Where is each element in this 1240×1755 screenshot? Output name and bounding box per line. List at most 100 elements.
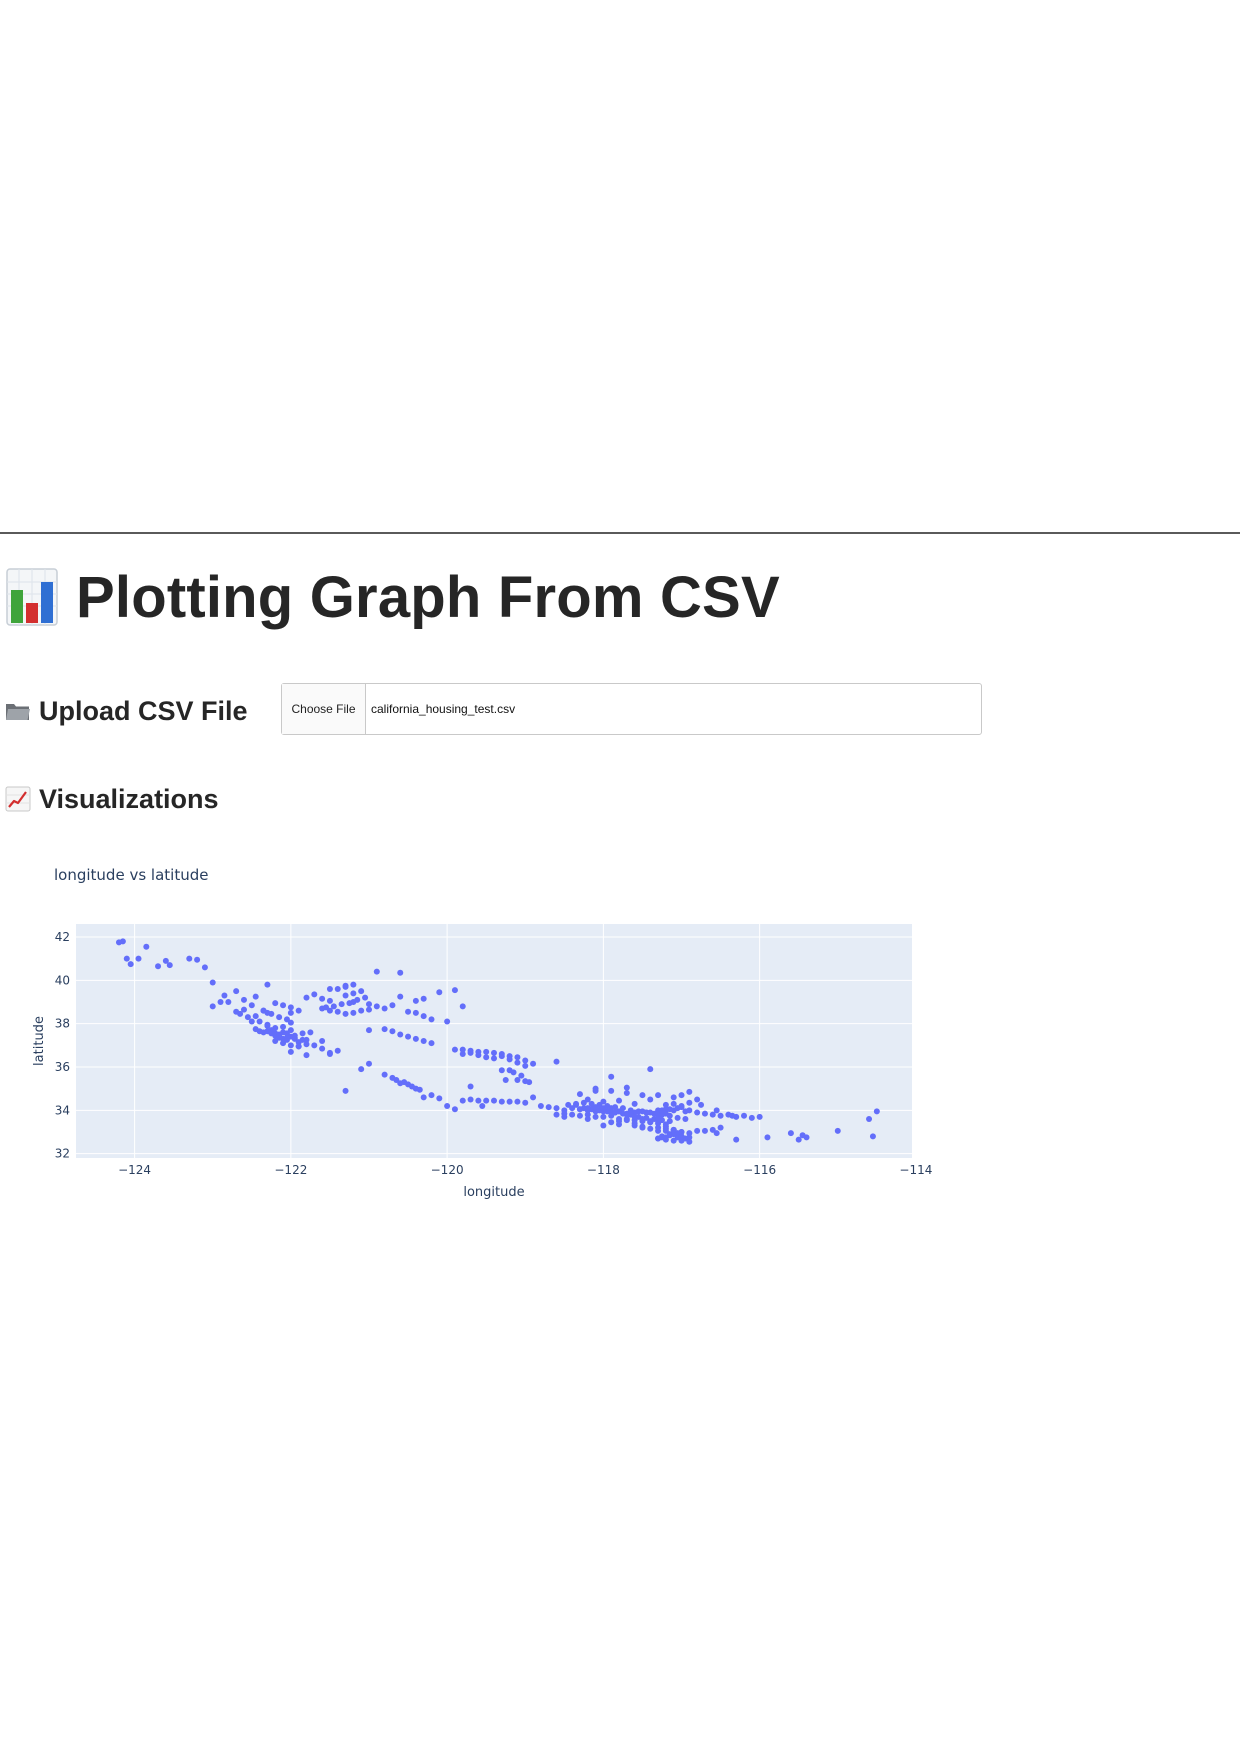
data-point[interactable] — [459, 1046, 466, 1053]
data-point[interactable] — [655, 1114, 662, 1121]
data-point[interactable] — [674, 1114, 681, 1121]
data-point[interactable] — [256, 1018, 263, 1025]
data-point[interactable] — [330, 1003, 337, 1010]
data-point[interactable] — [268, 1030, 275, 1037]
data-point[interactable] — [717, 1124, 724, 1131]
data-point[interactable] — [276, 1014, 283, 1021]
data-point[interactable] — [373, 1003, 380, 1010]
data-point[interactable] — [670, 1094, 677, 1101]
data-point[interactable] — [592, 1087, 599, 1094]
data-point[interactable] — [686, 1130, 693, 1137]
data-point[interactable] — [186, 955, 193, 962]
data-point[interactable] — [209, 1003, 216, 1010]
data-point[interactable] — [338, 1001, 345, 1008]
data-point[interactable] — [670, 1131, 677, 1138]
data-point[interactable] — [311, 991, 318, 998]
data-point[interactable] — [365, 1006, 372, 1013]
data-point[interactable] — [264, 1021, 271, 1028]
data-point[interactable] — [459, 1097, 466, 1104]
data-point[interactable] — [584, 1106, 591, 1113]
choose-file-button[interactable]: Choose File — [282, 684, 366, 734]
data-point[interactable] — [522, 1057, 529, 1064]
data-point[interactable] — [709, 1111, 716, 1118]
data-point[interactable] — [225, 999, 232, 1005]
data-point[interactable] — [584, 1111, 591, 1118]
data-point[interactable] — [397, 1031, 404, 1038]
data-point[interactable] — [287, 1027, 294, 1034]
data-point[interactable] — [307, 1029, 314, 1036]
data-point[interactable] — [358, 1066, 365, 1073]
data-point[interactable] — [647, 1096, 654, 1103]
data-point[interactable] — [365, 1060, 372, 1067]
data-point[interactable] — [631, 1120, 638, 1127]
data-point[interactable] — [381, 1071, 388, 1078]
data-point[interactable] — [576, 1091, 583, 1098]
data-point[interactable] — [600, 1098, 607, 1105]
data-point[interactable] — [498, 1053, 505, 1060]
data-point[interactable] — [502, 1077, 509, 1083]
data-point[interactable] — [666, 1112, 673, 1119]
data-point[interactable] — [311, 1042, 318, 1049]
data-point[interactable] — [459, 1003, 466, 1010]
data-point[interactable] — [498, 1067, 505, 1074]
data-point[interactable] — [639, 1116, 646, 1122]
data-point[interactable] — [647, 1118, 654, 1125]
data-point[interactable] — [674, 1105, 681, 1112]
data-point[interactable] — [323, 1004, 330, 1011]
data-point[interactable] — [326, 997, 333, 1004]
data-point[interactable] — [444, 1018, 451, 1025]
data-point[interactable] — [295, 1043, 302, 1050]
data-point[interactable] — [303, 1036, 310, 1043]
data-point[interactable] — [651, 1110, 658, 1117]
data-point[interactable] — [405, 1008, 412, 1015]
data-point[interactable] — [662, 1134, 669, 1141]
data-point[interactable] — [553, 1111, 560, 1118]
data-point[interactable] — [248, 1018, 255, 1025]
data-point[interactable] — [162, 957, 169, 964]
data-point[interactable] — [123, 955, 130, 962]
data-point[interactable] — [334, 986, 341, 992]
data-point[interactable] — [467, 1096, 474, 1103]
data-point[interactable] — [326, 1049, 333, 1056]
data-point[interactable] — [729, 1112, 736, 1119]
data-point[interactable] — [686, 1134, 693, 1141]
data-point[interactable] — [678, 1092, 685, 1099]
data-point[interactable] — [866, 1116, 873, 1122]
data-point[interactable] — [506, 1098, 513, 1105]
data-point[interactable] — [678, 1129, 685, 1135]
data-point[interactable] — [143, 943, 150, 950]
data-point[interactable] — [221, 992, 228, 999]
data-point[interactable] — [670, 1137, 677, 1144]
data-point[interactable] — [698, 1101, 705, 1108]
data-point[interactable] — [412, 997, 419, 1004]
data-point[interactable] — [248, 1002, 255, 1009]
data-point[interactable] — [623, 1117, 630, 1124]
data-point[interactable] — [686, 1138, 693, 1145]
data-point[interactable] — [686, 1099, 693, 1106]
data-point[interactable] — [608, 1073, 615, 1080]
data-point[interactable] — [678, 1133, 685, 1140]
data-point[interactable] — [287, 1042, 294, 1049]
data-point[interactable] — [287, 1019, 294, 1026]
data-point[interactable] — [491, 1055, 497, 1062]
data-point[interactable] — [436, 1095, 443, 1102]
data-point[interactable] — [405, 1033, 412, 1040]
data-point[interactable] — [764, 1134, 771, 1141]
data-point[interactable] — [260, 1007, 267, 1014]
data-point[interactable] — [451, 1046, 458, 1053]
data-point[interactable] — [365, 1027, 372, 1034]
data-point[interactable] — [612, 1104, 619, 1111]
data-point[interactable] — [655, 1127, 662, 1134]
data-point[interactable] — [475, 1097, 482, 1104]
data-point[interactable] — [514, 1054, 521, 1061]
data-point[interactable] — [694, 1096, 701, 1103]
data-point[interactable] — [135, 955, 142, 962]
data-point[interactable] — [647, 1125, 654, 1132]
data-point[interactable] — [662, 1125, 669, 1132]
data-point[interactable] — [350, 1009, 357, 1016]
data-point[interactable] — [252, 1013, 259, 1020]
data-point[interactable] — [420, 1094, 427, 1101]
data-point[interactable] — [358, 988, 365, 995]
data-point[interactable] — [670, 1100, 677, 1107]
data-point[interactable] — [342, 1010, 349, 1017]
